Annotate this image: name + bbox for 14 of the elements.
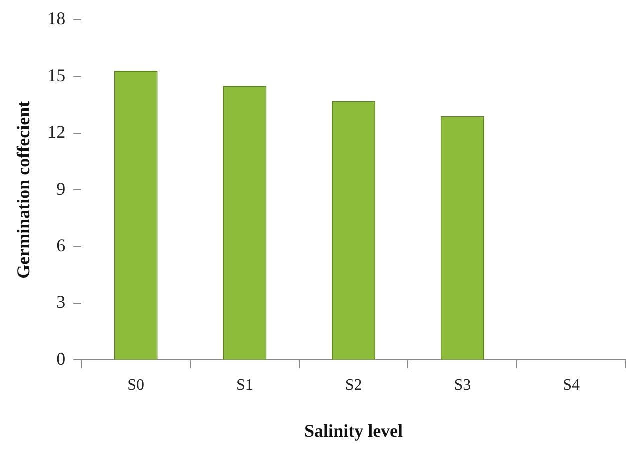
x-tick-label: S3 [454,377,472,394]
y-tick-label: 0 [56,348,66,369]
y-tick-label: 6 [56,236,66,256]
x-axis-title: Salinity level [304,420,404,441]
y-axis-title: Germination coffecient [13,101,34,279]
x-tick-label: S0 [128,377,144,394]
y-tick-label: 12 [48,122,66,142]
y-tick-label: 18 [48,8,66,29]
x-tick-label: S2 [345,377,362,394]
y-tick-label: 9 [56,178,66,199]
y-tick-label: 15 [48,65,66,86]
x-tick-label: S4 [563,377,580,394]
x-tick-label: S1 [236,377,254,394]
y-tick-label: 3 [56,292,66,312]
